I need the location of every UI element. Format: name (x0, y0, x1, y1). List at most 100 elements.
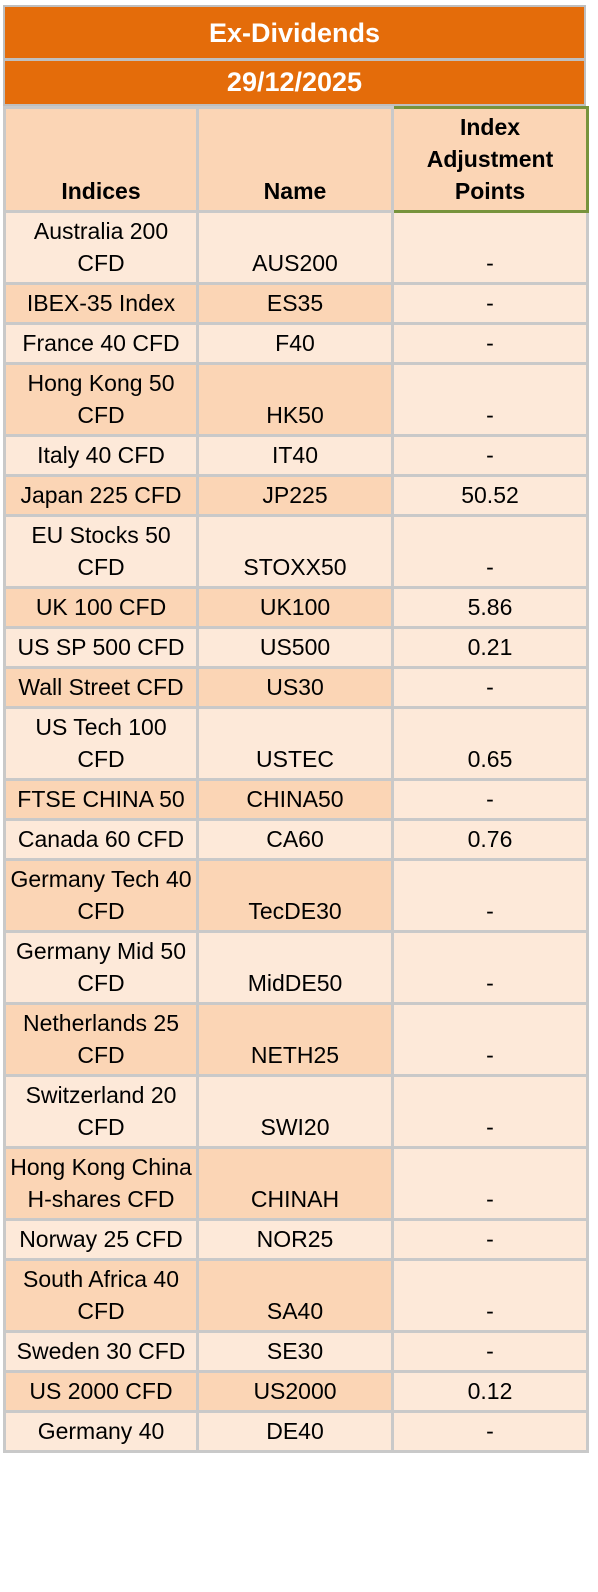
row-index-cell: FTSE CHINA 50 (3, 778, 199, 821)
table-date: 29/12/2025 (3, 59, 586, 106)
row-points-cell: 0.12 (391, 1370, 589, 1413)
row-index-cell: US 2000 CFD (3, 1370, 199, 1413)
row-points-cell: - (391, 210, 589, 285)
row-name-cell: DE40 (196, 1410, 394, 1453)
row-name-cell: MidDE50 (196, 930, 394, 1005)
row-points-cell: - (391, 930, 589, 1005)
row-index-cell: US SP 500 CFD (3, 626, 199, 669)
table-row: France 40 CFD F40- (3, 322, 589, 365)
row-points-cell: 0.21 (391, 626, 589, 669)
table-row: Norway 25 CFD NOR25- (3, 1218, 589, 1261)
row-index-cell: Hong Kong 50 CFD (3, 362, 199, 437)
row-points-cell: 0.65 (391, 706, 589, 781)
row-name-cell: AUS200 (196, 210, 394, 285)
row-index-cell: US Tech 100 CFD (3, 706, 199, 781)
row-index-cell: Italy 40 CFD (3, 434, 199, 477)
row-name-cell: SA40 (196, 1258, 394, 1333)
row-index-cell: Australia 200 CFD (3, 210, 199, 285)
row-index-cell: Japan 225 CFD (3, 474, 199, 517)
table-body: Australia 200 CFD AUS200- IBEX-35 Index ES3… (3, 210, 589, 1453)
row-points-cell: - (391, 778, 589, 821)
header-row: Indices Name Index Adjustment Points (3, 106, 589, 213)
row-points-cell: - (391, 1258, 589, 1333)
row-name-cell: US2000 (196, 1370, 394, 1413)
row-points-cell: 0.76 (391, 818, 589, 861)
row-name-cell: IT40 (196, 434, 394, 477)
row-index-cell: Sweden 30 CFD (3, 1330, 199, 1373)
table-row: US 2000 CFD US2000 0.12 (3, 1370, 589, 1413)
table-row: Wall Street CFD US30- (3, 666, 589, 709)
row-points-cell: - (391, 1410, 589, 1453)
row-points-cell: - (391, 1330, 589, 1373)
row-index-cell: France 40 CFD (3, 322, 199, 365)
row-points-cell: - (391, 434, 589, 477)
row-index-cell: Netherlands 25 CFD (3, 1002, 199, 1077)
row-index-cell: Switzerland 20 CFD (3, 1074, 199, 1149)
row-index-cell: Germany 40 (3, 1410, 199, 1453)
row-name-cell: HK50 (196, 362, 394, 437)
row-index-cell: UK 100 CFD (3, 586, 199, 629)
table-row: Netherlands 25 CFD NETH25- (3, 1002, 589, 1077)
row-points-cell: - (391, 514, 589, 589)
table-row: Sweden 30 CFD SE30- (3, 1330, 589, 1373)
table-row: UK 100 CFD UK100 5.86 (3, 586, 589, 629)
header-name: Name (196, 106, 394, 213)
row-name-cell: F40 (196, 322, 394, 365)
row-points-cell: - (391, 362, 589, 437)
table-title: Ex-Dividends (3, 5, 586, 60)
row-name-cell: NOR25 (196, 1218, 394, 1261)
ex-dividends-table: Indices Name Index Adjustment Points Aus… (3, 106, 589, 1453)
table-row: US Tech 100 CFD USTEC 0.65 (3, 706, 589, 781)
row-index-cell: South Africa 40 CFD (3, 1258, 199, 1333)
row-points-cell: 5.86 (391, 586, 589, 629)
table-row: Australia 200 CFD AUS200- (3, 210, 589, 285)
row-index-cell: Germany Mid 50 CFD (3, 930, 199, 1005)
row-name-cell: SE30 (196, 1330, 394, 1373)
row-index-cell: Germany Tech 40 CFD (3, 858, 199, 933)
table-row: Hong Kong China H-shares CFD CHINAH - (3, 1146, 589, 1221)
table-row: US SP 500 CFD US500 0.21 (3, 626, 589, 669)
row-name-cell: TecDE30 (196, 858, 394, 933)
row-index-cell: Wall Street CFD (3, 666, 199, 709)
row-index-cell: IBEX-35 Index (3, 282, 199, 325)
table-row: Germany 40 DE40- (3, 1410, 589, 1453)
row-name-cell: NETH25 (196, 1002, 394, 1077)
table-row: Switzerland 20 CFD SWI20- (3, 1074, 589, 1149)
table-row: Italy 40 CFD IT40- (3, 434, 589, 477)
table-row: Canada 60 CFD CA60 0.76 (3, 818, 589, 861)
ex-dividends-table-container: Ex-Dividends 29/12/2025 Indices Name Ind… (3, 5, 589, 1453)
row-name-cell: SWI20 (196, 1074, 394, 1149)
table-row: Hong Kong 50 CFD HK50- (3, 362, 589, 437)
row-index-cell: Canada 60 CFD (3, 818, 199, 861)
row-points-cell: - (391, 666, 589, 709)
row-name-cell: US30 (196, 666, 394, 709)
header-points: Index Adjustment Points (391, 106, 589, 213)
header-indices: Indices (3, 106, 199, 213)
row-name-cell: ES35 (196, 282, 394, 325)
table-row: Japan 225 CFD JP225 50.52 (3, 474, 589, 517)
row-name-cell: CA60 (196, 818, 394, 861)
row-name-cell: UK100 (196, 586, 394, 629)
table-row: FTSE CHINA 50 CHINA50- (3, 778, 589, 821)
row-name-cell: JP225 (196, 474, 394, 517)
row-name-cell: US500 (196, 626, 394, 669)
row-points-cell: - (391, 1218, 589, 1261)
row-points-cell: - (391, 1002, 589, 1077)
row-index-cell: Hong Kong China H-shares CFD (3, 1146, 199, 1221)
row-name-cell: CHINAH (196, 1146, 394, 1221)
row-points-cell: - (391, 322, 589, 365)
row-points-cell: - (391, 858, 589, 933)
table-row: Germany Mid 50 CFD MidDE50- (3, 930, 589, 1005)
table-row: South Africa 40 CFD SA40- (3, 1258, 589, 1333)
table-row: Germany Tech 40 CFD TecDE30- (3, 858, 589, 933)
row-index-cell: EU Stocks 50 CFD (3, 514, 199, 589)
row-points-cell: - (391, 1146, 589, 1221)
row-name-cell: USTEC (196, 706, 394, 781)
row-name-cell: STOXX50 (196, 514, 394, 589)
table-row: EU Stocks 50 CFD STOXX50- (3, 514, 589, 589)
row-name-cell: CHINA50 (196, 778, 394, 821)
row-points-cell: - (391, 1074, 589, 1149)
row-points-cell: 50.52 (391, 474, 589, 517)
row-points-cell: - (391, 282, 589, 325)
table-row: IBEX-35 Index ES35- (3, 282, 589, 325)
